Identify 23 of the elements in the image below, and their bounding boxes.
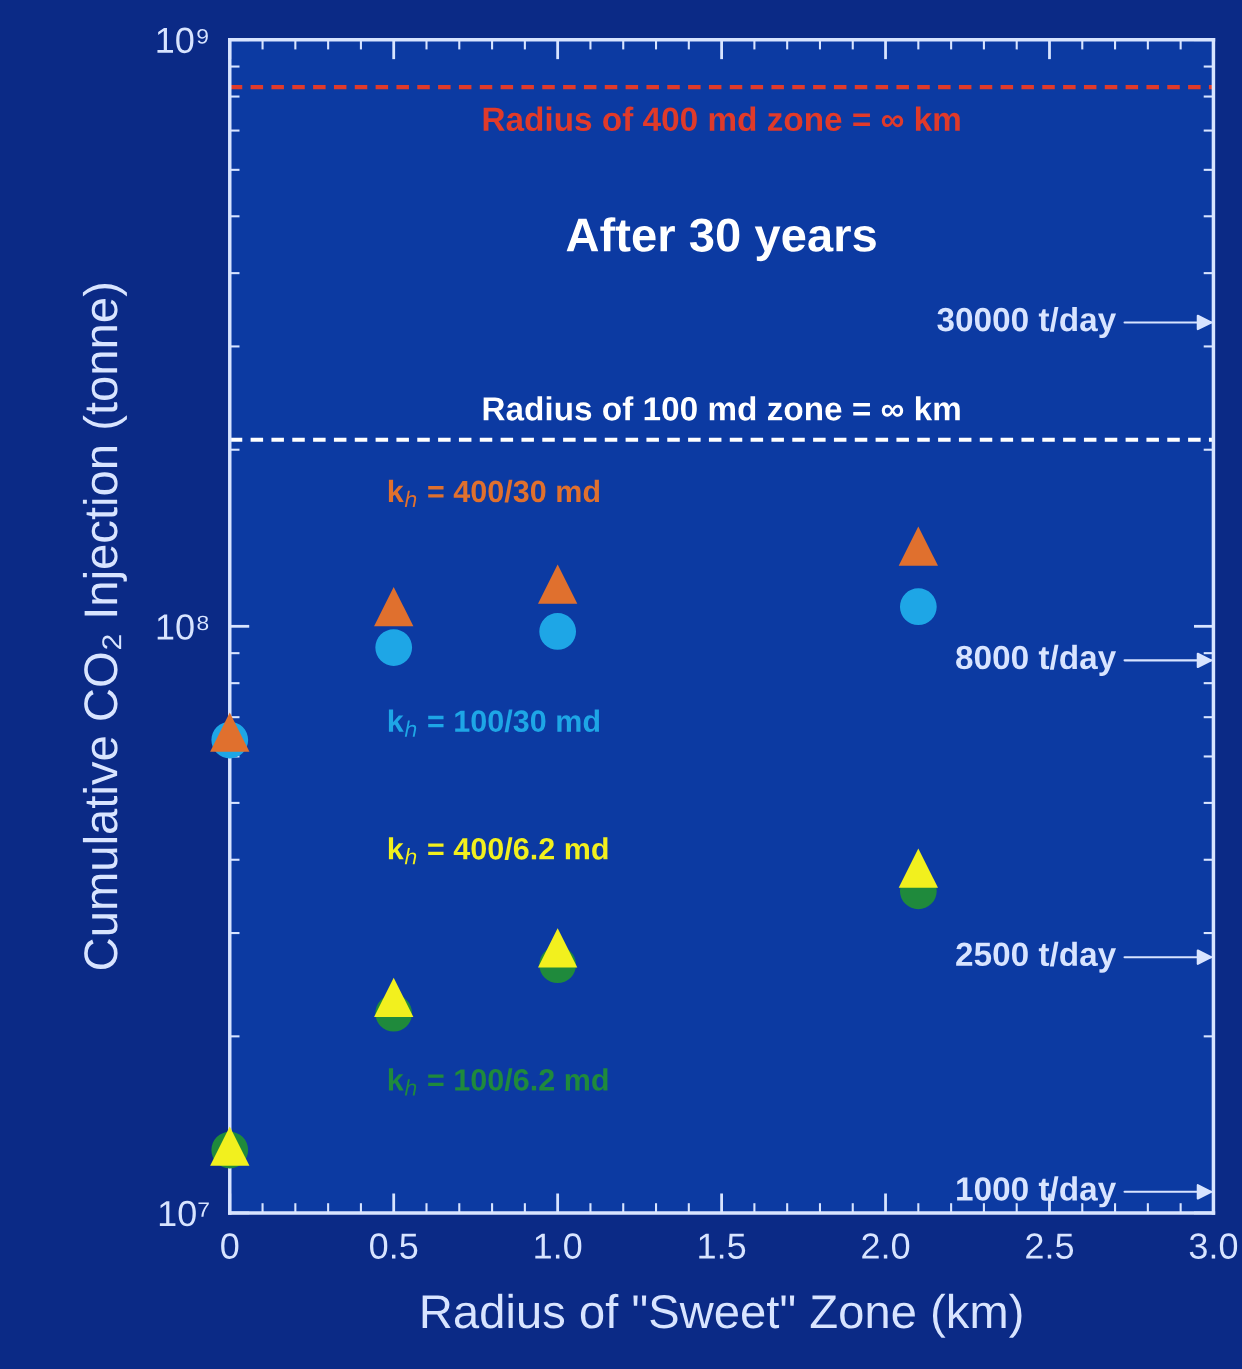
ref-line-label: Radius of 400 md zone = ∞ km xyxy=(483,106,960,132)
x-tick-label: 0.5 xyxy=(370,1233,418,1259)
x-axis-title: Radius of "Sweet" Zone (km) xyxy=(422,1293,1022,1338)
x-tick-label: 2.0 xyxy=(862,1233,910,1259)
y-tick-label: 10⁸ xyxy=(157,614,209,640)
x-tick-label: 1.0 xyxy=(535,1233,582,1259)
x-tick-label: 2.5 xyxy=(1026,1233,1074,1259)
x-tick-label: 0 xyxy=(221,1233,239,1259)
annotation: After 30 years xyxy=(566,217,876,262)
annotation: 2500 t/day xyxy=(956,941,1117,973)
series-label: k$_{h}$ = 100/30 md xyxy=(388,709,600,737)
text: k$_{h}$ = 400/6.2 md xyxy=(388,837,608,865)
annotation: 1000 t/day xyxy=(957,1176,1117,1208)
annotation: 30000 t/day xyxy=(937,306,1117,338)
x-tick-label: 1.5 xyxy=(699,1233,746,1259)
y-axis-title: Cumulative CO₂ Injection (tonne) xyxy=(82,284,127,970)
ref-line-label: Radius of 100 md zone = ∞ km xyxy=(483,396,960,421)
annotation: 8000 t/day xyxy=(956,644,1117,676)
y-tick-label: 10⁹ xyxy=(157,27,208,54)
text: k$_{h}$ = 400/30 md xyxy=(388,479,600,507)
y-tick-label: 10⁷ xyxy=(159,1200,209,1227)
series-label: k$_{h}$ = 100/6.2 md xyxy=(388,1068,608,1096)
x-tick-label: 3.0 xyxy=(1189,1233,1238,1259)
